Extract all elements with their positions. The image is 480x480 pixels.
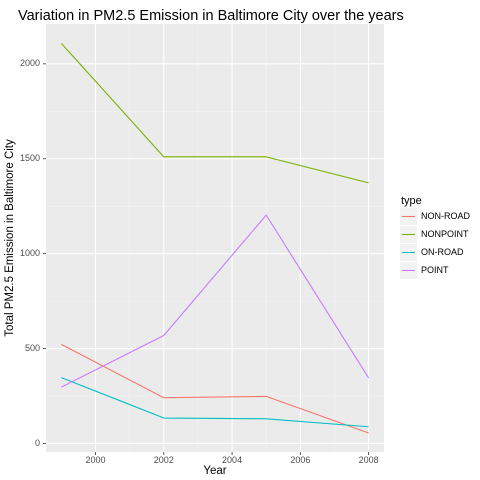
minor-grid [46,24,384,452]
legend: type NON-ROAD NONPOINT ON-ROAD POINT [400,195,470,279]
legend-label-nonpoint: NONPOINT [421,229,469,239]
series-line-on-road [61,377,369,428]
y-tick-label: 2000 [20,58,40,68]
legend-label-non-road: NON-ROAD [421,211,470,221]
y-axis-title: Total PM2.5 Emission in Baltimore City [4,139,16,337]
legend-label-point: POINT [421,265,449,275]
chart-title: Variation in PM2.5 Emission in Baltimore… [18,8,404,24]
series-line-point [61,214,370,388]
series-line-non-road [61,343,369,434]
series-lines [60,42,370,434]
legend-label-on-road: ON-ROAD [421,247,464,257]
legend-title: type [401,195,422,207]
x-axis-title: Year [203,465,226,477]
y-tick-label: 1500 [20,153,40,163]
x-tick-label: 2002 [154,455,174,465]
x-axis: 2000 2002 2004 2006 2008 [85,452,379,465]
series-line-nonpoint [60,42,369,184]
y-tick-label: 500 [25,343,40,353]
y-tick-label: 0 [35,438,40,448]
plot-panel [46,24,384,452]
y-tick-label: 1000 [20,248,40,258]
x-tick-label: 2006 [290,455,310,465]
x-tick-label: 2000 [85,455,105,465]
major-grid [46,24,384,452]
legend-items: NON-ROAD NONPOINT ON-ROAD POINT [400,208,470,279]
x-tick-label: 2008 [359,455,379,465]
x-tick-label: 2004 [222,455,242,465]
y-axis: 0 500 1000 1500 2000 [20,58,46,448]
